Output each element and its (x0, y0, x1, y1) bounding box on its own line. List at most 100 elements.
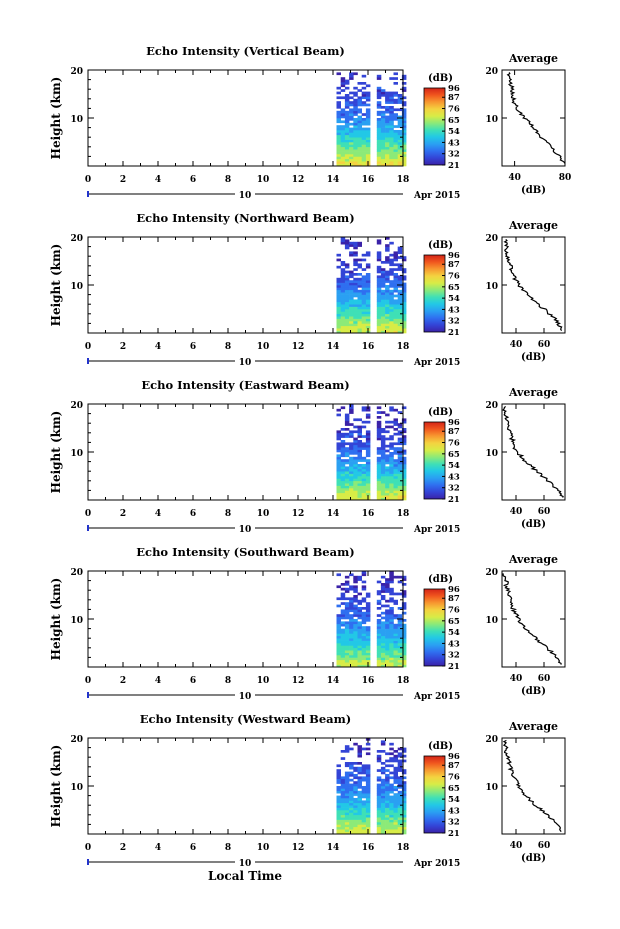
heatmap-cell (376, 662, 382, 665)
heatmap-cell (376, 163, 382, 167)
y-tick-label: 10 (70, 115, 83, 125)
heatmap-cell (361, 311, 367, 315)
heatmap-cell (365, 110, 371, 114)
heatmap-cell (353, 619, 358, 622)
heatmap-cell (340, 110, 346, 114)
heatmap-cell (344, 635, 350, 639)
heatmap-cell (393, 156, 398, 160)
heatmap-cell (349, 662, 354, 665)
heatmap-cell (401, 325, 407, 329)
heatmap-cell (340, 454, 346, 458)
heatmap-cell (357, 301, 362, 305)
heatmap-cell (336, 798, 341, 801)
heatmap-cell (389, 282, 394, 286)
heatmap-cell (397, 154, 403, 157)
heatmap-cell (380, 113, 386, 116)
heatmap-cell (361, 795, 367, 799)
heatmap-cell (344, 800, 350, 804)
heatmap-cell (393, 793, 398, 796)
heatmap-cell (393, 497, 398, 501)
heatmap-cell (353, 480, 358, 484)
heatmap-cell (376, 812, 382, 816)
heatmap-cell (365, 96, 371, 100)
heatmap-cell (376, 466, 382, 470)
heatmap-cell (389, 130, 394, 133)
heatmap-cell (389, 435, 394, 438)
heatmap-cell (344, 161, 350, 164)
heatmap-cell (344, 492, 350, 496)
heatmap-cell (336, 478, 341, 482)
heatmap-cell (361, 325, 367, 329)
heatmap-cell (380, 490, 386, 494)
colorbar-tick-label: 96 (448, 251, 460, 261)
heatmap-cell (336, 299, 341, 303)
heatmap-cell (389, 134, 394, 138)
heatmap-cell (380, 488, 386, 491)
heatmap-cell (353, 793, 358, 796)
heatmap-cell (393, 442, 398, 446)
heatmap-cell (365, 485, 371, 489)
heatmap-cell (393, 108, 398, 112)
heatmap-cell (344, 285, 350, 288)
heatmap-cell (397, 268, 403, 271)
heatmap-cell (385, 783, 390, 787)
heatmap-cell (349, 294, 354, 298)
heatmap-cell (349, 798, 354, 801)
heatmap-cell (385, 800, 390, 804)
heatmap-cell (376, 638, 382, 641)
heatmap-cell (349, 406, 354, 410)
heatmap-cell (344, 590, 350, 593)
heatmap-cell (401, 108, 407, 112)
heatmap-cell (380, 631, 386, 634)
heatmap-cell (389, 309, 394, 312)
heatmap-cell (401, 149, 407, 152)
heatmap-cell (361, 289, 367, 293)
heatmap-cell (353, 425, 358, 429)
heatmap-cell (361, 628, 367, 632)
heatmap-cell (385, 831, 390, 835)
heatmap-cell (376, 495, 382, 498)
heatmap-cell (393, 94, 398, 97)
heatmap-cell (361, 163, 367, 167)
heatmap-cell (393, 418, 398, 422)
heatmap-cell (336, 769, 341, 772)
heatmap-cell (380, 301, 386, 305)
heatmap-cell (401, 631, 407, 634)
heatmap-cell (389, 623, 394, 627)
heatmap-cell (340, 652, 346, 656)
heatmap-cell (397, 824, 403, 828)
heatmap-cell (365, 812, 371, 816)
heatmap-cell (397, 754, 403, 758)
profile-x-label: (dB) (521, 185, 546, 196)
heatmap-cell (357, 430, 362, 434)
heatmap-cell (397, 795, 403, 799)
heatmap-cell (380, 824, 386, 828)
heatmap-cell (380, 106, 386, 109)
heatmap-cell (401, 488, 407, 491)
heatmap-cell (389, 742, 394, 746)
heatmap-cell (385, 497, 390, 501)
heatmap-cell (349, 597, 354, 601)
profile-x-tick-label: 40 (510, 674, 523, 684)
heatmap-cell (344, 810, 350, 813)
heatmap-cell (336, 106, 341, 109)
heatmap-cell (361, 771, 367, 775)
heatmap-cell (361, 814, 367, 818)
heatmap-cell (376, 783, 382, 787)
heatmap-cell (380, 762, 386, 765)
heatmap-cell (357, 156, 362, 160)
heatmap-cell (380, 158, 386, 162)
heatmap-cell (357, 103, 362, 107)
heatmap-cell (361, 74, 367, 78)
heatmap-cell (336, 786, 341, 789)
heatmap-cell (349, 652, 354, 656)
heatmap-cell (336, 432, 341, 436)
heatmap-cell (361, 478, 367, 482)
heatmap-cell (340, 628, 346, 632)
heatmap-cell (361, 94, 367, 97)
heatmap-cell (376, 631, 382, 634)
heatmap-cell (361, 86, 367, 90)
heatmap-cell (357, 490, 362, 494)
heatmap-cell (357, 258, 362, 262)
heatmap-cell (376, 483, 382, 486)
